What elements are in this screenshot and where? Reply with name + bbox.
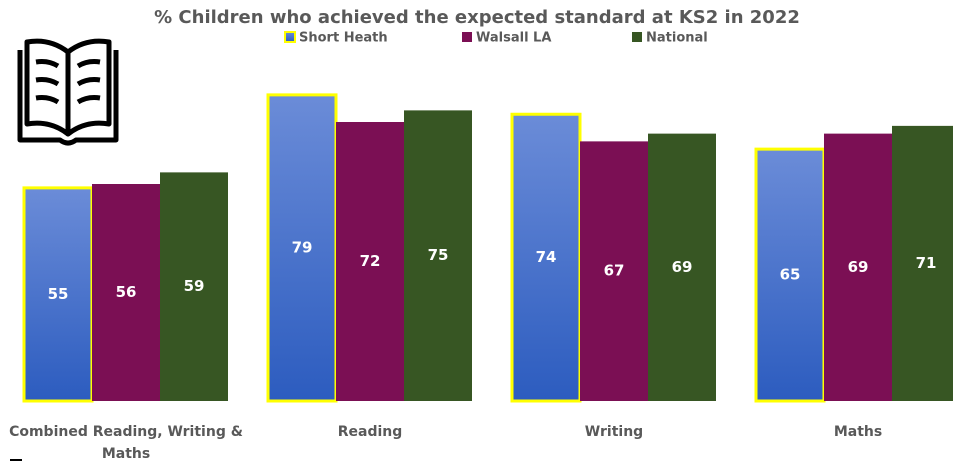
data-label: 55 (48, 285, 69, 303)
bar (892, 125, 953, 401)
data-label: 65 (780, 266, 801, 284)
data-label: 56 (116, 283, 137, 301)
data-label: 79 (292, 238, 313, 256)
data-label: 69 (848, 258, 869, 276)
data-label: 75 (428, 246, 449, 264)
x-tick-label: Maths (834, 424, 882, 440)
data-label: 59 (184, 277, 205, 295)
bar (580, 141, 648, 401)
legend-label: Walsall LA (476, 31, 551, 46)
bar (754, 147, 826, 403)
x-tick-label: Reading (338, 424, 403, 440)
legend-swatch (462, 32, 472, 42)
data-label: 67 (604, 262, 625, 280)
legend-label: Short Heath (299, 31, 388, 46)
bar (824, 133, 892, 401)
bar (160, 172, 228, 401)
bar (336, 122, 404, 401)
data-label: 72 (360, 252, 381, 270)
bar (648, 133, 716, 401)
book-icon (17, 38, 119, 146)
x-tick-label: Combined Reading, Writing & Maths (9, 424, 243, 462)
data-label: 71 (916, 254, 937, 272)
data-label: 74 (536, 248, 557, 266)
x-tick-label: Writing (585, 424, 643, 440)
bar (404, 110, 472, 401)
legend-swatch (284, 31, 296, 43)
bar (266, 93, 338, 403)
data-label: 69 (672, 258, 693, 276)
bar (510, 112, 582, 403)
chart-title: % Children who achieved the expected sta… (154, 7, 800, 28)
legend-swatch (632, 32, 642, 42)
legend-label: National (646, 31, 708, 46)
bar (92, 184, 160, 401)
